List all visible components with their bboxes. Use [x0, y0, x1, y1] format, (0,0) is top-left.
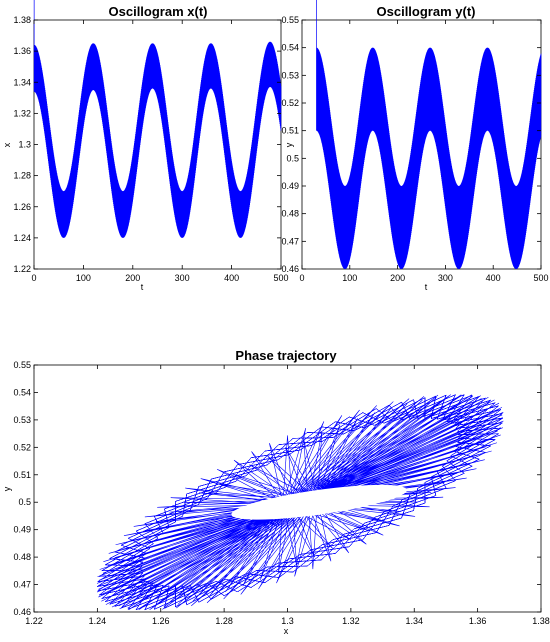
phase-trajectory-title: Phase trajectory [235, 348, 337, 363]
oscillogram-y-ytick-label: 0.47 [281, 236, 299, 246]
phase-trajectory-xtick-label: 1.26 [152, 616, 170, 626]
oscillogram-y-xtick-label: 200 [390, 273, 405, 283]
phase-trajectory-xtick-label: 1.24 [89, 616, 107, 626]
oscillogram-y-xtick-label: 400 [486, 273, 501, 283]
oscillogram-x-ytick-label: 1.26 [13, 202, 31, 212]
phase-trajectory-inner-hole [231, 484, 408, 520]
oscillogram-y-ytick-label: 0.53 [281, 70, 299, 80]
oscillogram-y-xtick-label: 100 [342, 273, 357, 283]
oscillogram-y-xtick-label: 300 [438, 273, 453, 283]
oscillogram-x-xtick-label: 200 [125, 273, 140, 283]
phase-trajectory-xtick-label: 1.28 [215, 616, 233, 626]
oscillogram-x-signal-line [33, 0, 282, 238]
oscillogram-x-xtick-label: 0 [31, 273, 36, 283]
oscillogram-x-xtick-label: 500 [273, 273, 288, 283]
phase-trajectory-ytick-label: 0.48 [13, 552, 31, 562]
phase-trajectory-ytick-label: 0.46 [13, 607, 31, 617]
phase-trajectory-xtick-label: 1.22 [25, 616, 43, 626]
oscillogram-y-ytick-label: 0.46 [281, 264, 299, 274]
oscillogram-x-ticks: 0 100 200 300 400 500 1.22 1.24 1.26 1.28 1.3 1.32 1… [13, 15, 288, 283]
oscillogram-x-ytick-label: 1.3 [18, 140, 31, 150]
phase-trajectory-xtick-label: 1.3 [281, 616, 294, 626]
oscillogram-x-xtick-label: 400 [224, 273, 239, 283]
phase-trajectory-ytick-label: 0.52 [13, 442, 31, 452]
phase-trajectory-ylabel: y [2, 486, 12, 491]
oscillogram-y-xtick-label: 0 [299, 273, 304, 283]
oscillogram-x-xlabel: t [141, 282, 144, 292]
phase-trajectory-xtick-label: 1.32 [342, 616, 360, 626]
oscillogram-y-ticks: 0 100 200 300 400 500 0.46 0.47 0.48 0.49 0.5 0.51 0… [281, 15, 548, 283]
phase-trajectory-xtick-label: 1.34 [405, 616, 423, 626]
oscillogram-x-ytick-label: 1.28 [13, 171, 31, 181]
phase-trajectory-ytick-label: 0.55 [13, 360, 31, 370]
oscillogram-y-data [316, 0, 542, 270]
phase-trajectory-ytick-label: 0.49 [13, 525, 31, 535]
phase-trajectory-xtick-label: 1.38 [532, 616, 550, 626]
oscillogram-y-ytick-label: 0.5 [286, 153, 299, 163]
oscillogram-x-xtick-label: 300 [175, 273, 190, 283]
oscillogram-x-ytick-label: 1.36 [13, 46, 31, 56]
phase-trajectory-plot: Phase trajectory 1.22 1.24 1.26 1.28 1.3 1.32… [2, 348, 550, 636]
phase-trajectory-ytick-label: 0.5 [18, 497, 31, 507]
phase-trajectory-ytick-label: 0.51 [13, 470, 31, 480]
oscillogram-y-xlabel: t [425, 282, 428, 292]
phase-trajectory-ytick-label: 0.47 [13, 580, 31, 590]
oscillogram-y-signal-line [316, 0, 542, 270]
oscillogram-x-ytick-label: 1.22 [13, 264, 31, 274]
oscillogram-y-ytick-label: 0.51 [281, 126, 299, 136]
phase-trajectory-ticks: 1.22 1.24 1.26 1.28 1.3 1.32 1.34 1.36 1.38 0.46 0… [13, 360, 549, 626]
oscillogram-x-data [33, 0, 282, 238]
oscillogram-x-ytick-label: 1.24 [13, 233, 31, 243]
oscillogram-x-ytick-label: 1.32 [13, 108, 31, 118]
oscillogram-x-xtick-label: 100 [76, 273, 91, 283]
oscillogram-y-ytick-label: 0.54 [281, 43, 299, 53]
oscillogram-y-ylabel: y [284, 142, 294, 147]
phase-trajectory-ytick-label: 0.54 [13, 387, 31, 397]
oscillogram-x-ytick-label: 1.38 [13, 15, 31, 25]
oscillogram-y-ytick-label: 0.52 [281, 98, 299, 108]
phase-trajectory-ytick-label: 0.53 [13, 415, 31, 425]
phase-trajectory-data [96, 394, 504, 611]
oscillogram-y-xtick-label: 500 [533, 273, 548, 283]
oscillogram-y-ytick-label: 0.49 [281, 181, 299, 191]
oscillogram-y-ytick-label: 0.55 [281, 15, 299, 25]
oscillogram-x-title: Oscillogram x(t) [109, 4, 208, 19]
oscillogram-y-plot: Oscillogram y(t) 0 100 200 300 400 500 0.46 0.4… [281, 0, 549, 292]
phase-trajectory-xtick-label: 1.36 [469, 616, 487, 626]
oscillogram-y-title: Oscillogram y(t) [377, 4, 476, 19]
oscillogram-x-plot: Oscillogram x(t) 0 100 200 300 400 500 1.22 1.2… [2, 0, 289, 292]
oscillogram-y-ytick-label: 0.48 [281, 209, 299, 219]
phase-trajectory-trajectory-band [97, 394, 504, 611]
phase-trajectory-xlabel: x [284, 626, 289, 636]
oscillogram-x-ylabel: x [2, 142, 12, 147]
oscillogram-x-ytick-label: 1.34 [13, 77, 31, 87]
